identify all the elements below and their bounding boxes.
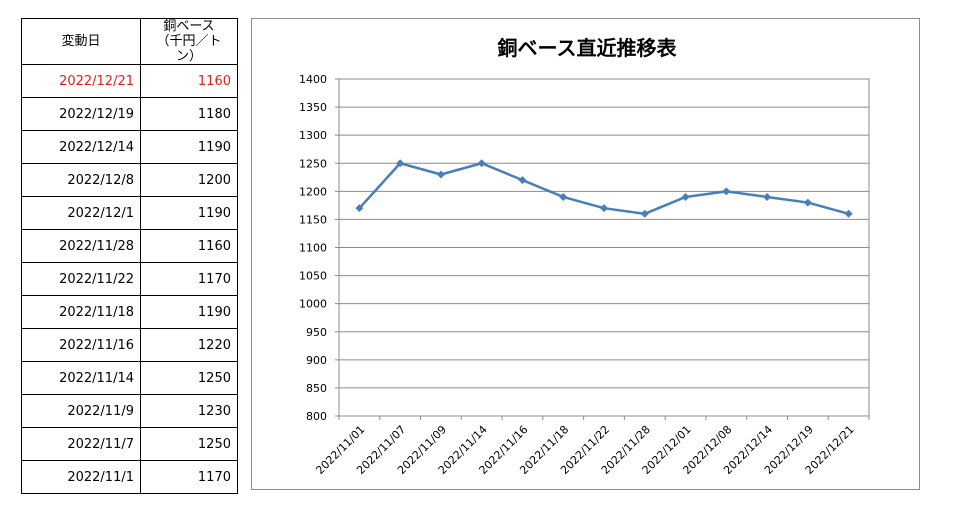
row-date: 2022/11/18 bbox=[21, 295, 141, 329]
data-point bbox=[681, 192, 690, 201]
row-price: 1160 bbox=[140, 229, 238, 263]
row-price: 1250 bbox=[140, 427, 238, 461]
y-tick-label: 950 bbox=[306, 326, 327, 339]
header-date: 変動日 bbox=[21, 18, 141, 65]
y-tick-label: 1200 bbox=[299, 185, 327, 198]
row-price: 1160 bbox=[140, 64, 238, 98]
y-tick-label: 1250 bbox=[299, 157, 327, 170]
data-point bbox=[722, 187, 731, 196]
table-row: 2022/11/16 1220 bbox=[21, 328, 238, 362]
table-row: 2022/12/14 1190 bbox=[21, 130, 238, 164]
data-point bbox=[803, 198, 812, 207]
y-tick-label: 900 bbox=[306, 354, 327, 367]
y-tick-label: 1100 bbox=[299, 242, 327, 255]
table-row: 2022/11/9 1230 bbox=[21, 394, 238, 428]
row-date: 2022/11/9 bbox=[21, 394, 141, 428]
header-price: 銅ベース （千円／トン） bbox=[140, 18, 238, 65]
y-tick-label: 800 bbox=[306, 410, 327, 423]
table-row: 2022/12/1 1190 bbox=[21, 196, 238, 230]
data-point bbox=[436, 170, 445, 179]
row-date: 2022/11/14 bbox=[21, 361, 141, 395]
row-price: 1190 bbox=[140, 295, 238, 329]
row-date: 2022/11/28 bbox=[21, 229, 141, 263]
data-point bbox=[640, 209, 649, 218]
y-tick-label: 1050 bbox=[299, 270, 327, 283]
table-row: 2022/11/28 1160 bbox=[21, 229, 238, 263]
row-price: 1190 bbox=[140, 130, 238, 164]
data-point bbox=[396, 159, 405, 168]
data-point bbox=[477, 159, 486, 168]
y-tick-label: 1150 bbox=[299, 213, 327, 226]
table-row: 2022/11/22 1170 bbox=[21, 262, 238, 296]
line-chart: 銅ベース直近推移表 800 850 900 950 1000 1050 1100 1150 12… bbox=[299, 36, 870, 477]
row-price: 1170 bbox=[140, 262, 238, 296]
data-point bbox=[355, 204, 364, 213]
y-tick-label: 850 bbox=[306, 382, 327, 395]
table-row: 2022/11/1 1170 bbox=[21, 460, 238, 494]
table-row: 2022/11/7 1250 bbox=[21, 427, 238, 461]
row-price: 1250 bbox=[140, 361, 238, 395]
row-price: 1220 bbox=[140, 328, 238, 362]
row-date: 2022/12/1 bbox=[21, 196, 141, 230]
row-price: 1200 bbox=[140, 163, 238, 197]
header-price-line1: 銅ベース bbox=[163, 19, 215, 34]
table-row: 2022/12/8 1200 bbox=[21, 163, 238, 197]
row-price: 1230 bbox=[140, 394, 238, 428]
row-date: 2022/12/19 bbox=[21, 97, 141, 131]
row-date: 2022/11/22 bbox=[21, 262, 141, 296]
y-tick-label: 1400 bbox=[299, 73, 327, 86]
chart-area: 銅ベース直近推移表 800 850 900 950 1000 1050 1100 1150 12… bbox=[251, 18, 920, 490]
y-tick-label: 1350 bbox=[299, 101, 327, 114]
data-point bbox=[600, 204, 608, 213]
data-point bbox=[559, 192, 568, 201]
row-date: 2022/12/14 bbox=[21, 130, 141, 164]
table-row: 2022/12/19 1180 bbox=[21, 97, 238, 131]
row-date: 2022/11/16 bbox=[21, 328, 141, 362]
chart-title: 銅ベース直近推移表 bbox=[498, 36, 678, 60]
table-row: 2022/12/21 1160 bbox=[21, 64, 238, 98]
table-header-row: 変動日 銅ベース （千円／トン） bbox=[21, 18, 238, 65]
table-row: 2022/11/14 1250 bbox=[21, 361, 238, 395]
row-date: 2022/11/1 bbox=[21, 460, 141, 494]
data-point bbox=[763, 192, 772, 201]
data-point bbox=[518, 176, 527, 185]
y-tick-label: 1300 bbox=[299, 129, 327, 142]
row-price: 1190 bbox=[140, 196, 238, 230]
row-date: 2022/11/7 bbox=[21, 427, 141, 461]
y-tick-label: 1000 bbox=[299, 298, 327, 311]
row-price: 1170 bbox=[140, 460, 238, 494]
data-point bbox=[844, 209, 853, 218]
row-price: 1180 bbox=[140, 97, 238, 131]
price-table: 変動日 銅ベース （千円／トン） 2022/12/21 1160 2022/12/1… bbox=[21, 18, 238, 494]
table-body: 2022/12/21 1160 2022/12/19 1180 2022/12/14 11… bbox=[21, 64, 238, 494]
row-date: 2022/12/8 bbox=[21, 163, 141, 197]
header-price-line2: （千円／トン） bbox=[156, 34, 222, 64]
row-date: 2022/12/21 bbox=[21, 64, 141, 98]
table-row: 2022/11/18 1190 bbox=[21, 295, 238, 329]
